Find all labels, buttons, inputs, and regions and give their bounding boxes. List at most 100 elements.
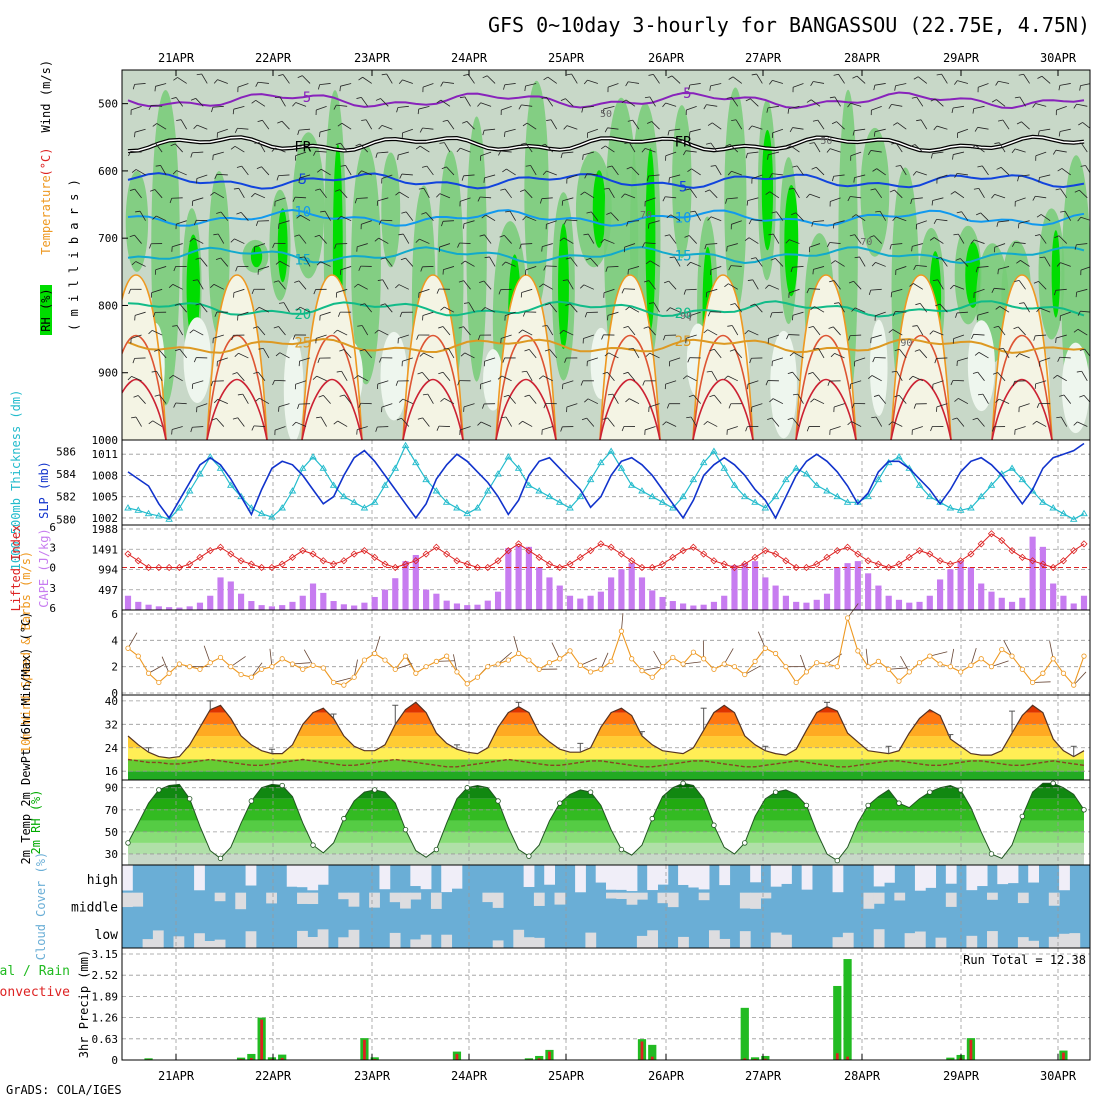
wind-barb-flag [848,280,854,284]
wind-barb-flag [275,352,281,357]
wind-barb [361,97,369,107]
lifted-index-point [556,563,564,572]
wind-speed-point [598,666,604,672]
cape-bar [906,602,913,610]
wind-barb [176,325,184,336]
wind-barb-flag [155,165,161,167]
rh-point [865,802,871,809]
lifted-index-point [391,563,399,572]
wind-barb-flag [929,237,935,241]
cape-bar [854,561,861,610]
wind-barb [732,76,743,84]
wind-barb [851,421,862,427]
temp-axis-label: 2m Temp 2m DewPt (6hr Min/Max) (°C) [19,612,33,865]
wind-barb [1018,174,1030,177]
wind-barb-flag [1036,307,1041,313]
wind-barb-flag [910,144,916,147]
wind-barb-flag [210,192,215,196]
precip-conv-bar [373,1058,377,1060]
precip-bar [740,1007,749,1060]
wind-barb [727,243,738,247]
wind-barb [152,420,163,427]
cape-bar [937,579,944,610]
wind-barb [365,119,373,130]
wind-barb [442,371,451,382]
lifted-index-line [127,533,1085,569]
wind-speed-point [608,658,614,665]
wind-barb-flag [685,188,691,191]
wind-barb [359,143,369,153]
wind-barb [386,73,393,84]
wind-barb [283,302,290,313]
wind-barb [448,348,455,359]
wind-barb [591,211,599,221]
wind-barb-flag [499,234,505,238]
cloud-low-gap [842,932,854,948]
wind-barb-flag [359,303,365,306]
wind-barb [298,234,307,244]
wind-barb-flag [333,420,338,425]
cape-bar [196,602,204,610]
cloud-high-gap [595,865,607,883]
wind-barb [395,663,413,670]
wind-barb [714,349,722,359]
cloud-high-gap [997,865,1009,885]
y-tick-label: 16 [105,765,118,778]
wind-barb-flag [297,75,303,78]
wind-barb [607,127,619,130]
wind-barb [525,83,537,87]
wind-barb-flag [954,173,958,178]
wind-barb-flag [1016,260,1021,264]
cape-bar [659,596,666,610]
wind-barb [590,257,599,267]
wind-barb [648,280,656,290]
wind-barb-flag [520,142,526,145]
top-day-label: 26APR [648,51,685,65]
rh-point [988,851,995,857]
wind-speed-point [135,653,141,659]
wind-barb-flag [950,380,954,386]
wind-barb-flag [518,104,522,110]
lifted-index-point [175,563,183,572]
wind-barb-flag [751,73,757,76]
rh-band [128,820,1084,832]
cape-bar [782,595,789,610]
wind-barb [333,677,352,683]
lifted-index-point [463,560,471,568]
cloud-high-gap [297,865,308,888]
wind-barb-flag [1076,142,1082,145]
cape-bar [525,546,532,610]
wind-barb-flag [129,188,135,191]
wind-barb [459,242,471,244]
cape-bar [1060,595,1067,610]
wind-barb [1049,641,1054,659]
wind-barb-flag [152,215,157,220]
rh-point [341,815,347,822]
wind-barb-flag [889,189,895,193]
wind-barb-flag [851,403,855,409]
wind-barb [956,417,965,427]
isotherm-label: FR [294,139,311,155]
cloud-low-gap [1048,936,1060,948]
lifted-index-point [628,557,636,565]
wind-barb-flag [358,265,362,271]
rh-point [557,800,563,806]
wind-barb [651,121,660,130]
wind-barb-flag [1011,242,1016,247]
precip-panel: 00.631.261.892.523.15 Run Total = 12.38 [92,948,1090,1067]
wind-barb [792,83,804,88]
wind-barb [645,148,656,153]
thickness-line [127,444,1085,520]
lifted-index-point [967,550,975,558]
cloud-mid-gap [636,892,648,900]
wind-barb [551,642,561,659]
wind-barb [977,371,985,382]
wind-barb-flag [936,257,942,260]
wind-barb-flag [477,102,481,107]
wind-barb-flag [974,352,980,356]
wind-barb [648,403,660,408]
wind-barb-flag [765,284,770,289]
y-tick-label: 1491 [92,543,119,556]
cloud-low-gap [173,936,185,948]
